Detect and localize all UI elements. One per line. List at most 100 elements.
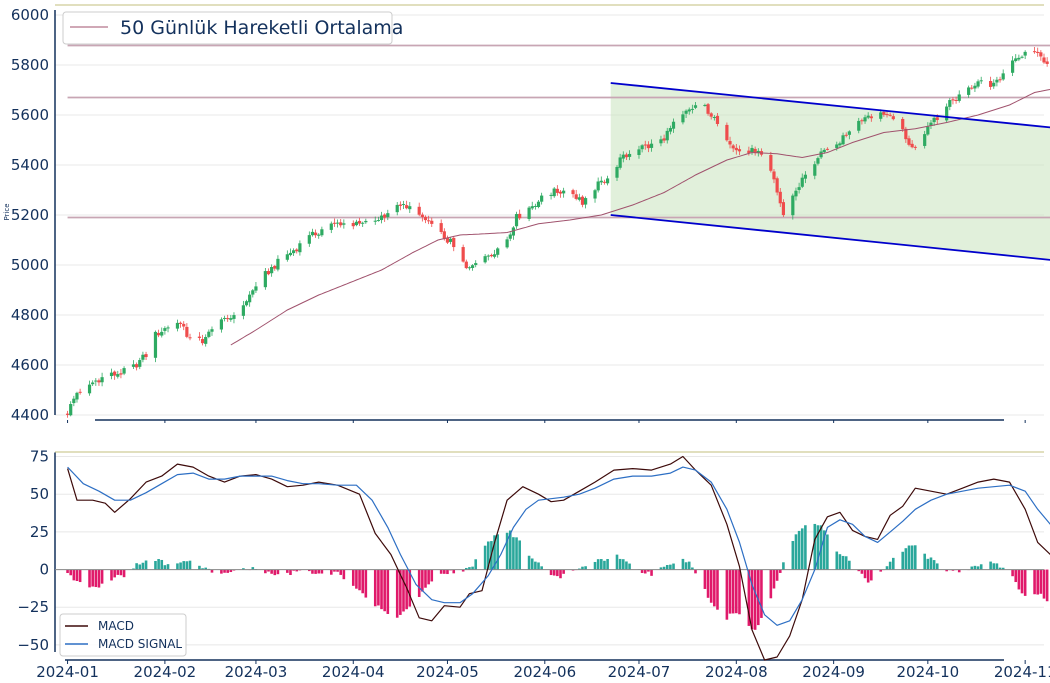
histogram-bar [311,569,314,574]
candle-body [778,191,782,204]
candle-body [558,191,563,194]
candle-body [69,404,73,416]
histogram-bar [910,545,914,570]
x-tick-label: 2024-05 [416,663,479,681]
candle-body [769,154,773,171]
histogram-bar [615,554,619,570]
candle-body [970,87,974,89]
histogram-bar [185,561,189,570]
candle-body [310,231,315,236]
candle-body [562,190,566,194]
candle-body [932,117,936,123]
histogram-bar [421,569,424,592]
histogram-bar [483,545,487,570]
candle-body [65,413,70,415]
histogram-bar [182,561,186,570]
candle-body [248,294,252,303]
candle-body [273,265,277,269]
histogram-bar [527,555,531,570]
candle-body [775,178,779,193]
price-legend-label: 50 Günlük Hareketli Ortalama [120,17,403,39]
candle-body [398,204,402,206]
histogram-bar [69,569,72,576]
histogram-bar [364,569,368,598]
candle-body [373,220,377,222]
candle-body [627,153,632,157]
histogram-bar [116,569,120,575]
candle-body [926,126,930,135]
histogram-bar [841,555,845,570]
candle-body [518,213,522,219]
candle-body [725,124,729,141]
histogram-bar [408,569,412,607]
candle-body [913,146,917,148]
histogram-bar [486,541,490,570]
candle-body [687,109,691,112]
histogram-bar [242,568,245,570]
histogram-bar [857,569,861,572]
histogram-bar [144,560,148,570]
candle-body [276,258,280,270]
candle-body [1017,57,1021,60]
histogram-bar [800,528,804,570]
candle-body [207,331,211,337]
candle-body [973,85,977,89]
histogram-bar [471,566,474,570]
candle-body [72,398,76,404]
candle-body [646,144,650,149]
candle-body [376,220,380,222]
candle-body [621,154,625,159]
candle-body [555,188,559,193]
macd-tick-label: 25 [30,523,49,541]
candle-body [222,317,227,319]
candle-body [659,139,663,144]
histogram-bar [772,569,776,589]
candle-body [800,177,804,187]
candle-body [596,181,600,191]
histogram-bar [976,566,980,570]
candle-body [144,354,148,358]
histogram-bar [640,569,644,573]
histogram-bar [339,569,343,575]
candle-body [185,326,189,337]
histogram-bar [584,566,587,570]
candle-body [364,220,368,223]
candle-body [671,121,676,129]
candle-body [715,115,720,124]
histogram-bar [72,569,76,581]
candle-body [684,110,688,114]
histogram-bar [926,558,930,570]
histogram-bar [210,569,214,573]
histogram-bar [643,569,647,574]
candle-body [857,120,861,131]
candle-body [860,120,864,122]
histogram-bar [804,525,807,570]
candle-body [452,237,456,248]
candle-body [423,216,428,221]
candle-body [992,82,996,87]
histogram-bar [204,567,208,570]
x-tick-label: 2024-02 [134,663,197,681]
candle-body [508,234,512,239]
candle-body [750,147,754,153]
histogram-bar [879,569,883,572]
channel-lower-line [610,214,1050,261]
histogram-bar [229,569,233,573]
histogram-bar [725,569,729,620]
candle-body [94,380,98,382]
candle-body [439,223,443,232]
candle-body [536,201,541,208]
price-tick-label: 4400 [11,406,49,424]
candle-body [464,261,468,269]
histogram-bar [603,560,606,570]
histogram-bar [684,562,688,570]
candle-body [910,143,914,148]
histogram-bar [932,560,936,570]
histogram-bar [430,569,434,582]
candle-body [1045,61,1049,64]
histogram-bar [716,569,719,610]
histogram-bar [665,564,669,570]
histogram-bar [662,566,666,570]
candle-body [989,81,993,87]
